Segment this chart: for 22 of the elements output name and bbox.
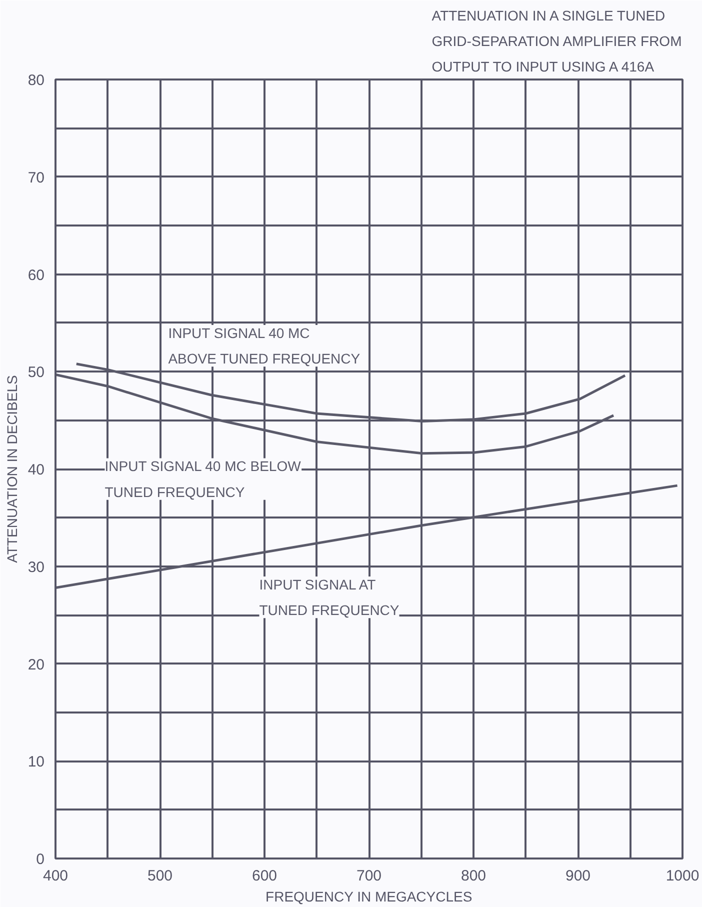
series-label: INPUT SIGNAL 40 MC BELOW TUNED FREQUENCY <box>104 458 302 500</box>
y-tick-label: 70 <box>28 169 45 186</box>
y-tick-label: 20 <box>28 656 45 674</box>
y-tick-label: 60 <box>28 266 45 284</box>
x-tick-label: 500 <box>147 868 173 884</box>
y-tick-label: 40 <box>28 462 45 478</box>
y-tick-label: 0 <box>36 851 44 868</box>
x-tick-label: 400 <box>42 868 68 884</box>
y-tick-label: 30 <box>28 558 45 576</box>
series-label: INPUT SIGNAL AT TUNED FREQUENCY <box>259 576 400 618</box>
x-tick-label: 1000 <box>666 868 700 884</box>
series-label: INPUT SIGNAL 40 MC ABOVE TUNED FREQUENCY <box>168 324 361 367</box>
x-tick-label: 800 <box>460 868 486 884</box>
y-axis-title: ATTENUATION IN DECIBELS <box>4 375 20 563</box>
y-tick-label: 10 <box>28 754 45 771</box>
y-tick-label: 50 <box>28 364 45 382</box>
x-tick-label: 700 <box>356 868 382 884</box>
y-tick-label: 80 <box>28 72 45 89</box>
chart-title: ATTENUATION IN A SINGLE TUNED GRID-SEPARATION AMPLIFIER FROM OUTPUT TO INPUT USING A 416A <box>432 7 682 74</box>
x-tick-label: 600 <box>252 868 278 884</box>
x-tick-label: 900 <box>565 868 591 884</box>
x-axis-title: FREQUENCY IN MEGACYCLES <box>266 888 472 904</box>
